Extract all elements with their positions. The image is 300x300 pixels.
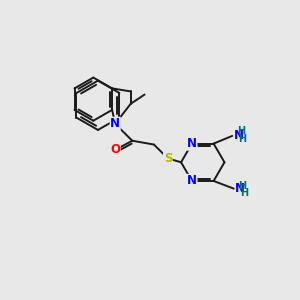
Text: N: N bbox=[187, 175, 197, 188]
Text: N: N bbox=[187, 137, 197, 150]
Text: H: H bbox=[237, 126, 245, 136]
Text: H: H bbox=[238, 134, 246, 144]
Text: N: N bbox=[110, 117, 120, 130]
Text: N: N bbox=[234, 129, 244, 142]
Text: H: H bbox=[238, 181, 246, 191]
Text: O: O bbox=[110, 143, 120, 157]
Text: N: N bbox=[235, 182, 245, 195]
Text: H: H bbox=[240, 188, 248, 198]
Text: S: S bbox=[164, 152, 172, 165]
